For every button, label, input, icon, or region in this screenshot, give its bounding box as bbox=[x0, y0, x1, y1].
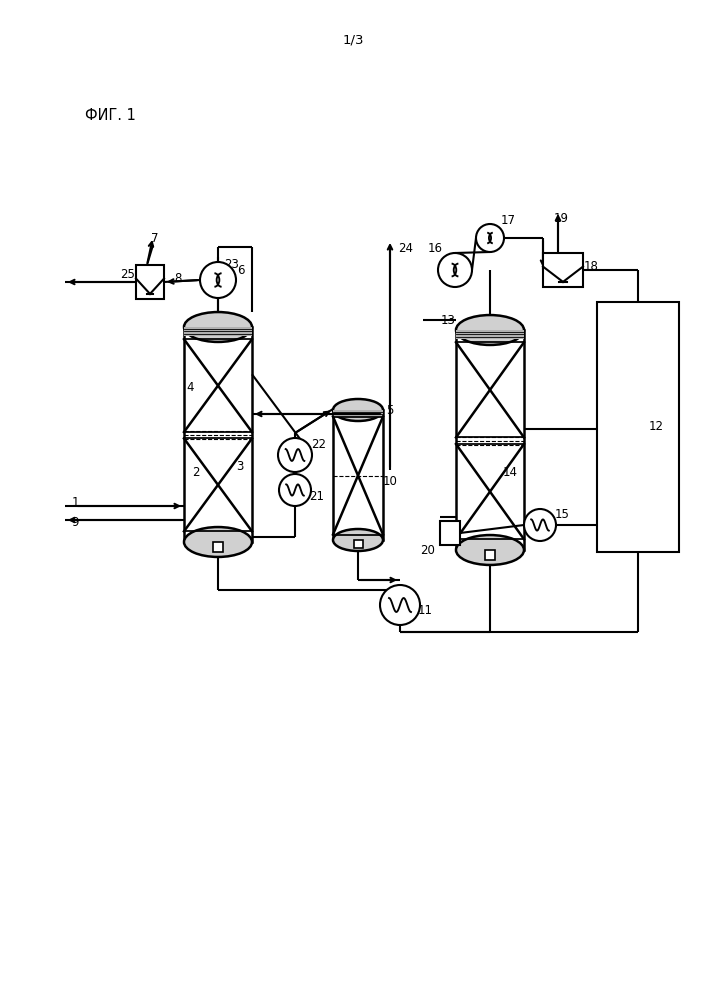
Ellipse shape bbox=[184, 312, 252, 342]
Text: 22: 22 bbox=[312, 438, 327, 452]
Bar bbox=[354, 540, 363, 548]
Circle shape bbox=[476, 224, 504, 252]
Text: ФИГ. 1: ФИГ. 1 bbox=[85, 107, 136, 122]
Text: 6: 6 bbox=[238, 263, 245, 276]
Bar bbox=[485, 550, 495, 560]
Polygon shape bbox=[333, 410, 383, 417]
Polygon shape bbox=[333, 410, 383, 540]
Circle shape bbox=[279, 474, 311, 506]
Text: 23: 23 bbox=[225, 258, 240, 271]
Text: 4: 4 bbox=[186, 381, 194, 394]
Bar bbox=[543, 253, 583, 287]
Text: 5: 5 bbox=[386, 404, 394, 418]
Text: 16: 16 bbox=[428, 241, 443, 254]
Ellipse shape bbox=[456, 535, 524, 565]
Circle shape bbox=[200, 262, 236, 298]
Text: 9: 9 bbox=[71, 516, 78, 528]
Bar bbox=[136, 265, 164, 299]
Bar bbox=[440, 521, 460, 545]
Text: 8: 8 bbox=[175, 271, 182, 284]
Text: 2: 2 bbox=[192, 466, 200, 479]
Text: 11: 11 bbox=[418, 604, 433, 617]
Text: 19: 19 bbox=[554, 213, 568, 226]
Text: 12: 12 bbox=[648, 420, 663, 434]
Text: 13: 13 bbox=[440, 314, 455, 327]
Text: 1/3: 1/3 bbox=[342, 33, 363, 46]
Text: 17: 17 bbox=[501, 214, 515, 227]
Circle shape bbox=[438, 253, 472, 287]
Text: 21: 21 bbox=[310, 489, 325, 502]
Text: 10: 10 bbox=[382, 475, 397, 488]
Polygon shape bbox=[456, 330, 524, 339]
Text: 7: 7 bbox=[151, 232, 159, 245]
Polygon shape bbox=[184, 327, 252, 336]
Text: 15: 15 bbox=[554, 508, 569, 522]
Text: 14: 14 bbox=[503, 466, 518, 480]
Ellipse shape bbox=[333, 399, 383, 421]
Text: 25: 25 bbox=[121, 267, 136, 280]
Bar bbox=[597, 302, 679, 552]
Text: 3: 3 bbox=[236, 460, 244, 474]
Ellipse shape bbox=[333, 529, 383, 551]
Circle shape bbox=[278, 438, 312, 472]
Text: 20: 20 bbox=[421, 544, 436, 558]
Text: 24: 24 bbox=[399, 241, 414, 254]
Text: 18: 18 bbox=[583, 259, 598, 272]
Ellipse shape bbox=[184, 527, 252, 557]
Circle shape bbox=[524, 509, 556, 541]
Text: 1: 1 bbox=[71, 495, 78, 508]
Ellipse shape bbox=[456, 315, 524, 345]
Polygon shape bbox=[184, 327, 252, 542]
Circle shape bbox=[380, 585, 420, 625]
Bar bbox=[213, 542, 223, 552]
Polygon shape bbox=[456, 330, 524, 550]
